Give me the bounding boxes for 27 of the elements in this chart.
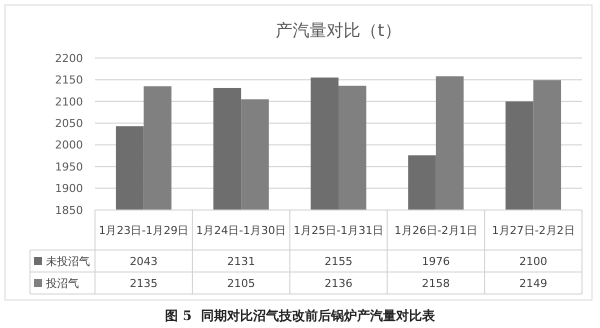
data-label: 2136 — [324, 276, 352, 290]
data-label: 2135 — [130, 276, 158, 290]
y-tick-label: 2100 — [55, 95, 83, 108]
data-label: 2100 — [519, 254, 548, 268]
x-tick-label: 1月26日-2月1日 — [394, 224, 478, 237]
data-label: 2043 — [130, 254, 158, 268]
data-label: 2149 — [519, 276, 548, 290]
x-tick-label: 1月24日-1月30日 — [196, 224, 286, 237]
y-tick-label: 1900 — [55, 182, 83, 196]
x-tick-label: 1月27日-2月2日 — [492, 224, 575, 237]
caption: 图 5 同期对比沼气技改前后锅炉产汽量对比表 — [165, 308, 436, 324]
y-tick-label: 2150 — [55, 74, 83, 87]
y-tick-label: 2050 — [55, 116, 83, 130]
chart-title: 产汽量对比（t） — [276, 21, 402, 41]
data-label: 2155 — [324, 254, 352, 268]
data-label: 2158 — [422, 276, 450, 290]
legend-label: 未投沼气 — [46, 254, 90, 268]
y-tick-label: 1850 — [55, 204, 83, 217]
x-tick-label: 1月23日-1月29日 — [98, 224, 189, 237]
data-label: 1976 — [422, 254, 450, 268]
y-tick-label: 2000 — [55, 138, 83, 152]
x-tick-label: 1月25日-1月31日 — [294, 224, 384, 237]
legend-label: 投沼气 — [45, 276, 79, 290]
data-label: 2131 — [227, 254, 256, 268]
y-tick-label: 2200 — [55, 52, 83, 65]
data-label: 2105 — [227, 276, 256, 290]
y-tick-label: 1950 — [55, 160, 83, 174]
